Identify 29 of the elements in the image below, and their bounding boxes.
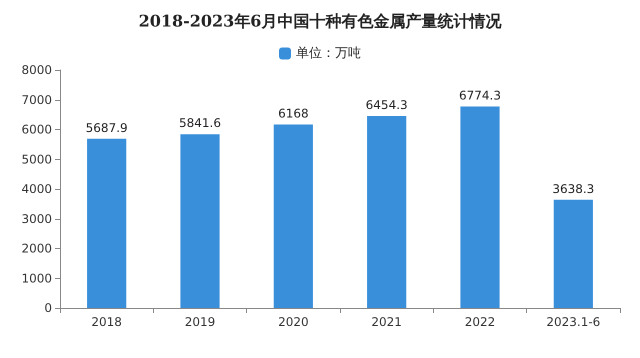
y-tick-label: 0 bbox=[44, 301, 52, 315]
chart-title: 2018-2023年6月中国十种有色金属产量统计情况 bbox=[138, 12, 502, 30]
x-tick-label: 2020 bbox=[278, 315, 309, 329]
x-tick-label: 2019 bbox=[184, 315, 216, 329]
bar bbox=[554, 200, 593, 308]
text: 6774.3 bbox=[459, 88, 501, 102]
x-tick-label: 2021 bbox=[371, 315, 402, 329]
x-tick-label: 2018 bbox=[91, 315, 122, 329]
bar bbox=[180, 134, 220, 308]
bar bbox=[460, 106, 500, 308]
text: 6168 bbox=[278, 106, 309, 120]
bar bbox=[367, 116, 406, 308]
text: 5687.9 bbox=[86, 120, 128, 135]
y-tick-label: 1000 bbox=[21, 271, 52, 286]
text: 3638.3 bbox=[552, 182, 594, 196]
y-tick-label: 3000 bbox=[21, 212, 52, 226]
bar bbox=[87, 138, 126, 308]
y-tick-label: 5000 bbox=[21, 152, 52, 166]
y-tick-label: 2000 bbox=[21, 242, 52, 256]
bar bbox=[274, 124, 313, 308]
text: 6454.3 bbox=[366, 98, 408, 112]
x-tick-label: 2022 bbox=[464, 315, 496, 329]
y-tick-label: 6000 bbox=[21, 122, 52, 136]
text: 5841.6 bbox=[179, 116, 221, 130]
x-tick-label: 2023.1-6 bbox=[546, 315, 600, 329]
y-tick-label: 4000 bbox=[21, 182, 52, 196]
y-tick-label: 7000 bbox=[21, 92, 52, 107]
legend-label: 单位：万吨 bbox=[296, 46, 361, 61]
y-tick-label: 8000 bbox=[21, 63, 52, 77]
